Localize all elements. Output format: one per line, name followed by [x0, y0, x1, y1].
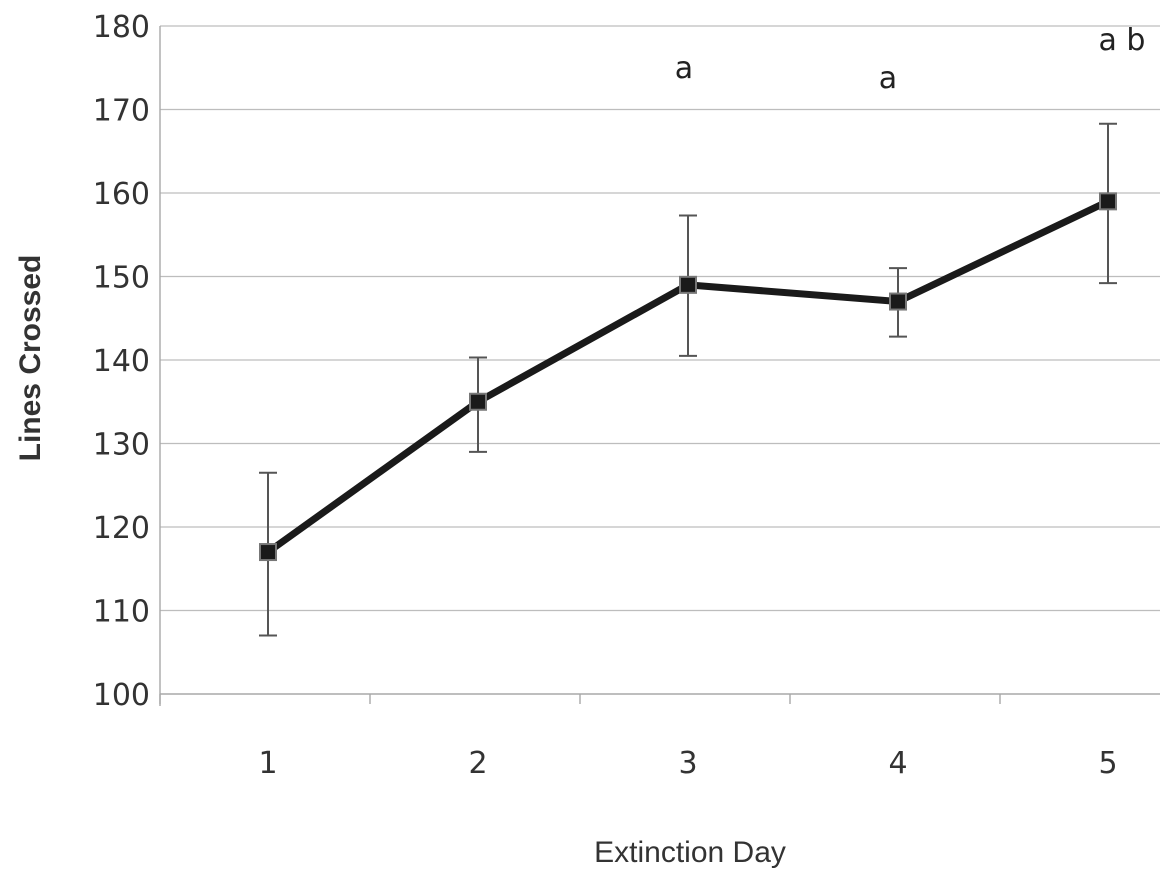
x-tick-label: 3 — [678, 746, 697, 781]
significance-label: a — [675, 51, 693, 86]
x-tick-label: 2 — [468, 746, 487, 781]
data-markers — [259, 192, 1117, 562]
y-tick-label: 160 — [93, 177, 150, 212]
y-tick-label: 170 — [93, 94, 150, 129]
significance-label: a b — [1099, 23, 1146, 58]
y-tick-label: 180 — [93, 10, 150, 45]
data-point — [259, 543, 277, 562]
y-tick-label: 120 — [93, 511, 150, 546]
data-point — [679, 275, 697, 294]
data-point — [469, 392, 487, 411]
x-tick-label: 1 — [258, 746, 277, 781]
y-tick-labels: 100 110 120 130 140 150 160 170 180 — [93, 10, 150, 713]
y-tick-label: 110 — [93, 595, 150, 630]
y-tick-label: 140 — [93, 344, 150, 379]
axes — [159, 26, 1160, 706]
y-tick-label: 100 — [93, 678, 150, 713]
data-point — [1099, 192, 1117, 211]
significance-annotations: a a a b — [675, 23, 1146, 96]
y-tick-label: 150 — [93, 261, 150, 296]
x-tick-labels: 1 2 3 4 5 — [258, 746, 1117, 781]
error-bars — [259, 122, 1117, 637]
y-axis-title: Lines Crossed — [14, 255, 47, 462]
data-point — [889, 292, 907, 311]
x-tick-label: 4 — [888, 746, 907, 781]
x-axis-title: Extinction Day — [594, 836, 786, 869]
x-tick-label: 5 — [1098, 746, 1117, 781]
significance-label: a — [879, 61, 897, 96]
grid-lines — [160, 25, 1160, 612]
y-tick-label: 130 — [93, 428, 150, 463]
